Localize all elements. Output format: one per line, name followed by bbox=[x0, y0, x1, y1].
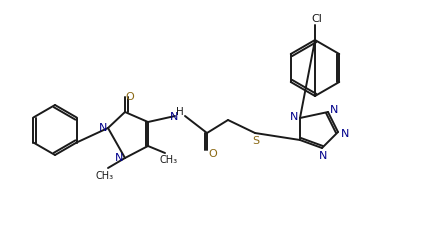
Text: CH₃: CH₃ bbox=[96, 171, 114, 181]
Text: N: N bbox=[99, 123, 107, 133]
Text: N: N bbox=[170, 112, 178, 122]
Text: CH₃: CH₃ bbox=[160, 155, 178, 165]
Text: N: N bbox=[115, 153, 123, 163]
Text: N: N bbox=[330, 105, 338, 115]
Text: N: N bbox=[290, 112, 298, 122]
Text: H: H bbox=[176, 107, 184, 117]
Text: N: N bbox=[341, 129, 349, 139]
Text: O: O bbox=[126, 92, 134, 102]
Text: N: N bbox=[319, 151, 327, 161]
Text: S: S bbox=[252, 136, 260, 146]
Text: Cl: Cl bbox=[311, 14, 322, 24]
Text: O: O bbox=[208, 149, 217, 159]
